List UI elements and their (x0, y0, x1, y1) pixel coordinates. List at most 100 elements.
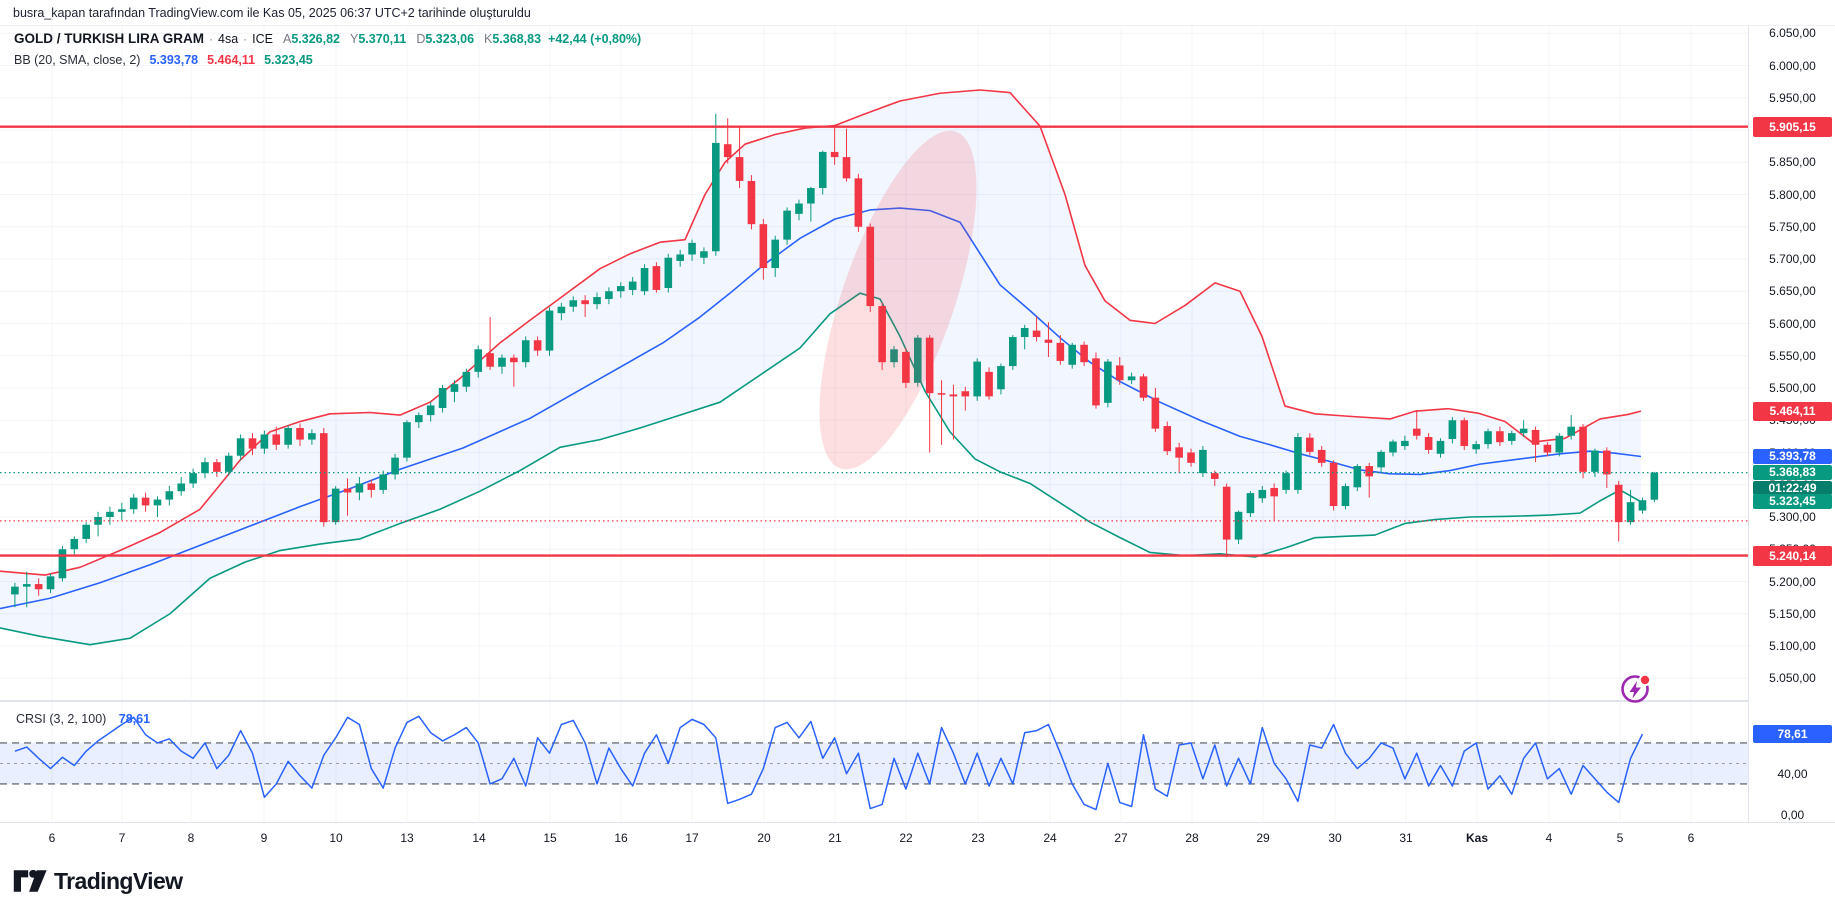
candle-body (248, 438, 257, 449)
candle-body (1032, 330, 1041, 338)
attribution-bar: busra_kapan tarafından TradingView.com i… (0, 0, 1835, 26)
candle-body (521, 340, 530, 363)
candle-body (569, 300, 578, 307)
candle-body (1104, 361, 1112, 403)
separator-dot: · (243, 32, 248, 46)
ohlc-close: K5.368,83 (484, 32, 542, 46)
candle-body (1531, 429, 1540, 445)
candle-body (557, 306, 566, 314)
candle-body (878, 306, 886, 363)
ohlc-open: A5.326,82 (283, 32, 341, 46)
candle-body (1020, 328, 1029, 338)
candle-body (890, 349, 898, 363)
candle-body (82, 524, 90, 539)
price-tick-label: 5.300,00 (1769, 510, 1816, 524)
time-tick-label: 5 (1616, 831, 1624, 845)
candle-body (1210, 473, 1219, 479)
ellipse-annotation (819, 130, 977, 470)
candle-body (1329, 462, 1338, 507)
candle-body (854, 178, 863, 227)
candle-body (118, 509, 126, 512)
candle-body (1294, 437, 1302, 490)
candle-body (272, 434, 281, 445)
tradingview-logo-text: TradingView (54, 867, 183, 894)
candle-body (937, 393, 946, 395)
tradingview-logo[interactable]: TradingView (12, 864, 183, 898)
crsi-indicator-row[interactable]: CRSI (3, 2, 100) 78,61 (16, 710, 150, 728)
candle-body (367, 483, 376, 490)
candle-body (1092, 358, 1100, 406)
candle-body (1068, 344, 1077, 365)
candle-body (426, 405, 435, 416)
candle-body (1591, 450, 1599, 472)
candle-body (236, 438, 245, 456)
candle-body (985, 371, 993, 397)
candle-body (260, 434, 269, 449)
quick-trade-button[interactable] (1617, 670, 1653, 706)
price-tick-label: 5.100,00 (1769, 639, 1816, 653)
time-axis[interactable]: 6 7 8 9 10 13 14 15 16 17 20 21 22 23 24 27 28 29 30 31 Kas 4… (0, 822, 1835, 857)
candle-body (1484, 431, 1492, 445)
bb-lower-value: 5.323,45 (264, 53, 313, 67)
candle-body (747, 180, 756, 225)
price-tick-label: 5.600,00 (1769, 316, 1816, 331)
candle-body (842, 157, 851, 179)
candle-body (486, 353, 494, 367)
pane-separator[interactable] (0, 700, 1748, 702)
candle-body (141, 497, 150, 506)
time-tick-label: 9 (260, 831, 268, 845)
candle-body (224, 455, 233, 472)
candle-body (1139, 376, 1148, 398)
price-tick-label: 6.050,00 (1769, 26, 1816, 41)
time-tick-label: 16 (614, 831, 628, 845)
candle-body (1306, 437, 1314, 452)
bb-upper-value: 5.464,11 (207, 53, 256, 67)
bb-upper-line (0, 89, 1642, 576)
candle-body (34, 584, 43, 590)
candle-body (391, 457, 399, 475)
candle-body (1270, 487, 1278, 497)
tradingview-logo-icon (13, 869, 47, 892)
symbol-row[interactable]: GOLD / TURKISH LIRA GRAM · 4sa · ICE A5.… (14, 31, 641, 51)
price-tick-label: 5.500,00 (1769, 381, 1816, 395)
candle-body (153, 499, 162, 506)
time-tick-label: 15 (543, 831, 557, 845)
price-badge: 5.464,11 (1753, 401, 1832, 421)
candle-body (331, 488, 340, 523)
time-tick-label: 21 (828, 831, 842, 845)
bb-label[interactable]: BB (20, SMA, close, 2) (14, 53, 141, 67)
price-badge: 5.323,45 (1753, 494, 1832, 510)
bb-indicator-row[interactable]: BB (20, SMA, close, 2) 5.393,78 5.464,11… (14, 53, 641, 73)
candle-body (296, 427, 304, 440)
candle-body (1222, 486, 1231, 540)
candle-body (700, 251, 708, 258)
candle-body (1567, 426, 1575, 436)
change-label: +42,44 (+0,80%) (548, 32, 642, 46)
price-badge: 78,61 (1753, 725, 1832, 744)
symbol-title[interactable]: GOLD / TURKISH LIRA GRAM (14, 31, 204, 46)
time-tick-label: 17 (685, 831, 699, 845)
ohlc-low: D5.323,06 (416, 32, 475, 46)
price-tick-label: 5.700,00 (1769, 252, 1816, 266)
candle-body (913, 337, 922, 383)
candle-body (106, 511, 114, 517)
candle-body (343, 488, 352, 493)
candle-body (213, 462, 221, 472)
crsi-value: 78,61 (118, 712, 151, 726)
candle-body (355, 483, 364, 493)
candle-body (1519, 428, 1528, 434)
candle-body (795, 203, 803, 214)
interval-label[interactable]: 4sa (218, 32, 239, 46)
candle-body (949, 394, 958, 397)
candle-body (818, 151, 827, 189)
price-badge: 5.368,83 (1753, 465, 1832, 481)
candle-body (1258, 489, 1267, 499)
candle-body (11, 586, 19, 595)
candle-body (1365, 466, 1374, 477)
price-tick-label: 5.650,00 (1769, 284, 1816, 299)
candle-body (1009, 337, 1017, 367)
price-axis[interactable]: 6.050,006.000,005.950,005.900,005.850,00… (1748, 26, 1835, 857)
crsi-label[interactable]: CRSI (3, 2, 100) (16, 712, 107, 726)
